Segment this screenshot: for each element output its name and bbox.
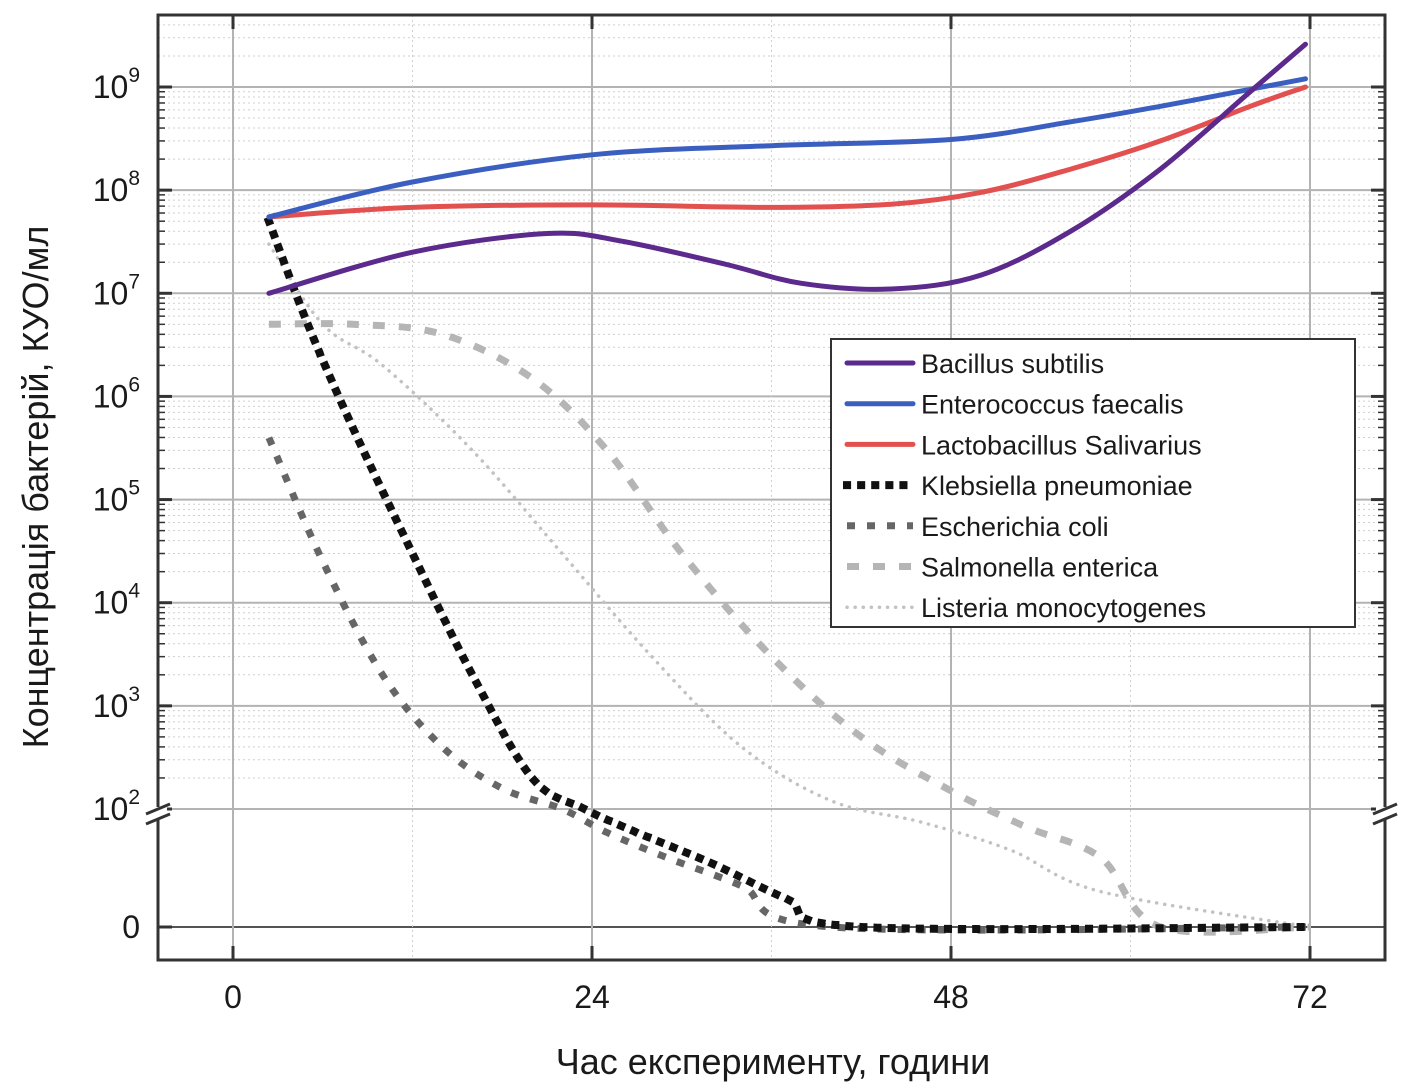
y-tick-label: 109 xyxy=(93,64,140,105)
y-tick-exponent: 4 xyxy=(128,580,140,603)
legend-label: Salmonella enterica xyxy=(921,553,1159,583)
legend-label: Escherichia coli xyxy=(921,512,1109,542)
y-tick-exponent: 2 xyxy=(128,786,140,809)
y-tick-label: 102 xyxy=(93,786,140,827)
y-tick-exponent: 9 xyxy=(128,64,140,87)
plot-border xyxy=(156,13,1387,962)
x-tick-label: 72 xyxy=(1292,979,1328,1015)
legend-label: Listeria monocytogenes xyxy=(921,593,1206,623)
y-tick-label: 107 xyxy=(93,270,140,311)
series-line-lactobacillus-salivarius xyxy=(266,84,1308,220)
x-tick-label: 24 xyxy=(574,979,610,1015)
y-tick-exponent: 3 xyxy=(128,683,140,706)
axis-break-mark xyxy=(145,812,171,826)
series-line-salmonella-enterica xyxy=(268,320,1311,936)
axis-break-mark xyxy=(1372,802,1398,816)
y-tick-base: 10 xyxy=(93,482,129,518)
axis-break-mark xyxy=(1372,812,1398,826)
y-tick-base: 0 xyxy=(122,909,140,945)
legend: Bacillus subtilis Enterococcus faecalis La… xyxy=(830,338,1356,628)
series-line-listeria-monocytogenes xyxy=(267,242,1312,929)
plot-frame xyxy=(145,13,1398,962)
y-tick-label: 106 xyxy=(93,373,140,414)
x-tick-labels: 0 24 48 72 xyxy=(224,979,1328,1015)
grid xyxy=(158,15,1385,960)
y-tick-exponent: 7 xyxy=(128,270,140,293)
y-tick-label: 108 xyxy=(93,167,140,208)
y-axis-title: Концентрація бактерій, КУО/мл xyxy=(15,226,56,749)
legend-label: Bacillus subtilis xyxy=(921,349,1104,379)
y-tick-base: 10 xyxy=(93,688,129,724)
y-tick-base: 10 xyxy=(93,378,129,414)
y-tick-label: 103 xyxy=(93,683,140,724)
series-layer xyxy=(263,41,1315,936)
y-tick-base: 10 xyxy=(93,791,129,827)
y-tick-base: 10 xyxy=(93,69,129,105)
series-line-bacillus-subtilis xyxy=(266,41,1308,296)
x-axis-title: Час експерименту, години xyxy=(556,1041,990,1082)
y-tick-base: 10 xyxy=(93,275,129,311)
y-tick-base: 10 xyxy=(93,585,129,621)
x-tick-label: 0 xyxy=(224,979,242,1015)
y-tick-label: 0 xyxy=(122,909,140,945)
legend-label: Lactobacillus Salivarius xyxy=(921,430,1202,460)
y-tick-exponent: 6 xyxy=(128,373,140,396)
legend-label: Enterococcus faecalis xyxy=(921,390,1184,420)
y-tick-label: 105 xyxy=(93,477,140,518)
legend-label: Klebsiella pneumoniae xyxy=(921,471,1193,501)
y-tick-label: 104 xyxy=(93,580,141,621)
axis-break-mark xyxy=(145,802,171,816)
series-line-enterococcus-faecalis xyxy=(266,76,1308,220)
legend-box xyxy=(830,338,1356,628)
y-tick-exponent: 5 xyxy=(128,477,140,500)
y-tick-base: 10 xyxy=(93,172,129,208)
y-tick-exponent: 8 xyxy=(128,167,140,190)
x-tick-label: 48 xyxy=(933,979,969,1015)
series-line-klebsiella-pneumoniae xyxy=(263,216,1315,934)
